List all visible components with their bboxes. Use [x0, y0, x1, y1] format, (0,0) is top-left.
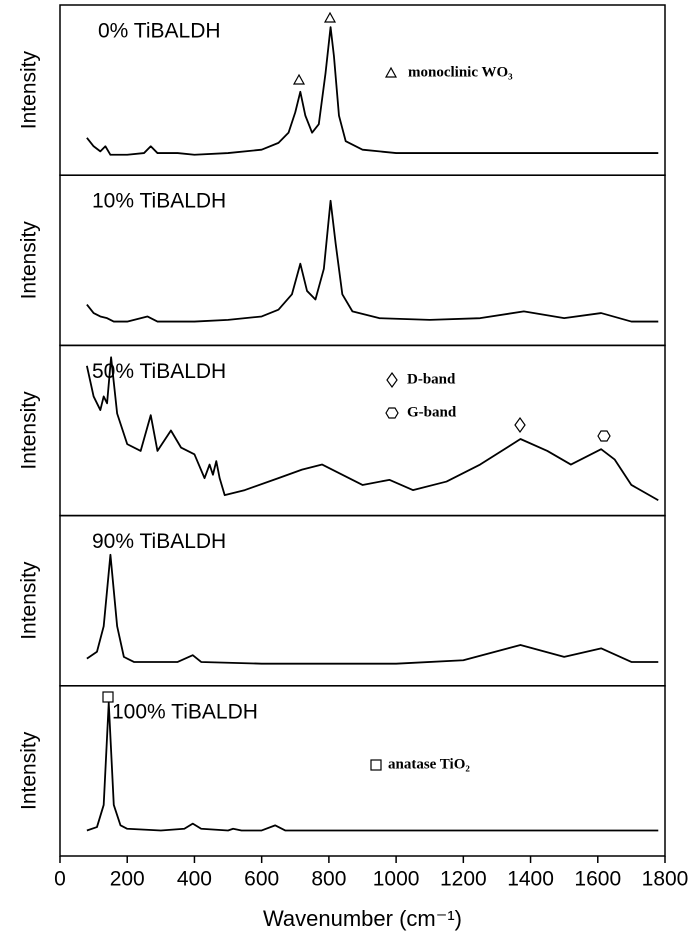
x-tick-label: 1600: [574, 868, 621, 891]
hexagon-marker: [597, 430, 611, 442]
panel-title: 90% TiBALDH: [92, 530, 226, 553]
x-axis-label: Wavenumber (cm⁻¹): [263, 906, 462, 931]
square-marker: [370, 759, 382, 771]
triangle-marker: [292, 73, 306, 85]
x-tick-label: 1000: [373, 868, 420, 891]
panel-title: 0% TiBALDH: [98, 20, 221, 43]
y-axis-label: Intensity: [18, 731, 41, 810]
panel-title: 100% TiBALDH: [112, 700, 258, 723]
x-tick-label: 1400: [507, 868, 554, 891]
y-axis-label: Intensity: [18, 561, 41, 640]
triangle-marker: [323, 11, 337, 23]
y-axis-label: Intensity: [18, 51, 41, 130]
diamond-marker: [514, 416, 526, 434]
x-tick-label: 400: [177, 868, 212, 891]
x-tick-label: 1200: [440, 868, 487, 891]
annotation: monoclinic WO₃: [408, 64, 513, 80]
panel-title: 10% TiBALDH: [92, 190, 226, 213]
x-tick-label: 800: [311, 868, 346, 891]
spectrum-line: [86, 26, 659, 156]
diamond-marker: [386, 371, 398, 389]
hexagon-marker: [385, 407, 399, 419]
x-tick-label: 200: [110, 868, 145, 891]
x-tick-label: 0: [54, 868, 66, 891]
panel-title: 50% TiBALDH: [92, 360, 226, 383]
spectrum-line: [86, 701, 659, 832]
panel-frame: [59, 685, 666, 857]
spectrum-line: [86, 356, 659, 502]
triangle-marker: [384, 66, 398, 78]
annotation: G-band: [407, 404, 457, 420]
spectrum-line: [86, 553, 659, 665]
x-tick-label: 1800: [642, 868, 689, 891]
x-tick-label: 600: [244, 868, 279, 891]
annotation: D-band: [407, 371, 456, 387]
square-marker: [102, 691, 114, 703]
spectrum-line: [86, 199, 659, 323]
peak-markers: [102, 11, 611, 771]
annotation: anatase TiO₂: [388, 756, 470, 772]
y-axis-label: Intensity: [18, 221, 41, 300]
y-axis-label: Intensity: [18, 391, 41, 470]
